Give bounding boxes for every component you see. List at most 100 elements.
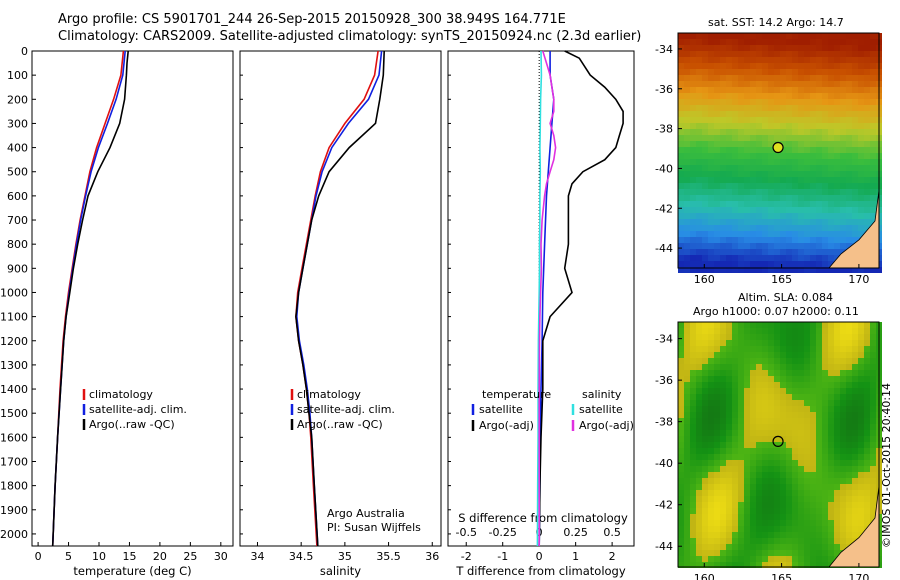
map-cell <box>720 231 726 237</box>
map-cell <box>732 117 738 123</box>
map-cell <box>720 352 726 358</box>
map-cell <box>822 460 828 466</box>
map-cell <box>840 376 846 382</box>
map-cell <box>810 526 816 532</box>
map-cell <box>816 454 822 460</box>
map-cell <box>864 400 870 406</box>
map-cell <box>708 352 714 358</box>
lon-tick-label: 160 <box>694 572 715 580</box>
map-cell <box>678 418 684 424</box>
map-cell <box>774 57 780 63</box>
map-cell <box>864 508 870 514</box>
map-cell <box>744 490 750 496</box>
map-cell <box>804 177 810 183</box>
map-cell <box>678 177 684 183</box>
map-cell <box>708 165 714 171</box>
map-cell <box>774 514 780 520</box>
series-line-temperature-2 <box>51 50 129 547</box>
map-cell <box>846 340 852 346</box>
map-cell <box>720 490 726 496</box>
map-cell <box>702 418 708 424</box>
map-cell <box>696 526 702 532</box>
map-cell <box>744 400 750 406</box>
map-cell <box>690 562 696 568</box>
map-cell <box>768 93 774 99</box>
map-cell <box>816 376 822 382</box>
map-cell <box>696 165 702 171</box>
map-cell <box>774 400 780 406</box>
map-cell <box>684 334 690 340</box>
map-cell <box>738 177 744 183</box>
map-cell <box>810 81 816 87</box>
map-cell <box>702 39 708 45</box>
map-cell <box>744 550 750 556</box>
map-cell <box>684 63 690 69</box>
map-cell <box>768 376 774 382</box>
map-cell <box>780 442 786 448</box>
map-cell <box>762 358 768 364</box>
map-cell <box>798 418 804 424</box>
map-cell <box>750 75 756 81</box>
map-cell <box>870 478 876 484</box>
map-cell <box>726 358 732 364</box>
map-cell <box>858 442 864 448</box>
map-cell <box>804 237 810 243</box>
map-cell <box>786 231 792 237</box>
map-cell <box>684 436 690 442</box>
map-cell <box>678 424 684 430</box>
map-cell <box>702 123 708 129</box>
map-cell <box>750 237 756 243</box>
map-cell <box>834 207 840 213</box>
map-cell <box>816 51 822 57</box>
map-cell <box>738 478 744 484</box>
map-cell <box>756 472 762 478</box>
map-cell <box>846 364 852 370</box>
map-cell <box>744 213 750 219</box>
map-cell <box>864 141 870 147</box>
map-cell <box>708 514 714 520</box>
map-cell <box>822 334 828 340</box>
map-cell <box>864 496 870 502</box>
map-cell <box>792 213 798 219</box>
map-cell <box>756 123 762 129</box>
map-cell <box>750 322 756 328</box>
map-cell <box>708 454 714 460</box>
map-cell <box>720 556 726 562</box>
map-cell <box>804 249 810 255</box>
map-cell <box>732 195 738 201</box>
map-cell <box>768 352 774 358</box>
map-cell <box>708 237 714 243</box>
map-cell <box>840 442 846 448</box>
map-cell <box>684 219 690 225</box>
map-cell <box>768 466 774 472</box>
map-cell <box>792 63 798 69</box>
map-cell <box>792 328 798 334</box>
map-cell <box>756 255 762 261</box>
map-cell <box>858 460 864 466</box>
map-cell <box>792 105 798 111</box>
map-cell <box>804 418 810 424</box>
map-cell <box>774 45 780 51</box>
map-cell <box>726 231 732 237</box>
map-cell <box>804 219 810 225</box>
map-cell <box>726 261 732 267</box>
depth-tick-label: 2000 <box>0 528 28 541</box>
map-cell <box>792 57 798 63</box>
map-cell <box>852 478 858 484</box>
map-cell <box>870 418 876 424</box>
map-cell <box>864 69 870 75</box>
map-cell <box>738 454 744 460</box>
map-cell <box>684 382 690 388</box>
map-cell <box>864 93 870 99</box>
map-cell <box>720 117 726 123</box>
map-cell <box>828 189 834 195</box>
map-cell <box>726 147 732 153</box>
map-cell <box>816 340 822 346</box>
map-cell <box>786 117 792 123</box>
map-cell <box>702 382 708 388</box>
map-cell <box>834 340 840 346</box>
map-cell <box>780 478 786 484</box>
map-cell <box>780 550 786 556</box>
map-cell <box>702 400 708 406</box>
